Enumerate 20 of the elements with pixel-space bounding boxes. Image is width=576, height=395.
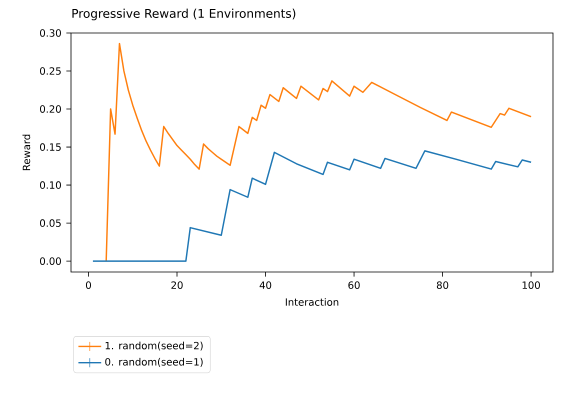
y-tick-label: 0.10 xyxy=(40,181,61,189)
x-tick-label: 100 xyxy=(522,281,540,289)
legend-label: 0. random(seed=1) xyxy=(105,358,203,367)
x-tick-label: 60 xyxy=(348,281,360,289)
line-series xyxy=(105,42,532,262)
y-tick-label: 0.15 xyxy=(40,143,61,151)
y-tick-label: 0.00 xyxy=(40,257,61,265)
y-axis-title: Reward xyxy=(22,134,30,170)
legend-label: 1. random(seed=2) xyxy=(106,342,203,351)
y-tick-label: 0.20 xyxy=(40,105,61,113)
chart-title: Progressive Reward (1 Environments) xyxy=(72,8,296,20)
y-tick-label: 0.05 xyxy=(40,219,61,227)
y-tick-label: 0.30 xyxy=(40,29,61,37)
x-tick-label: 0 xyxy=(86,281,91,289)
x-tick-label: 80 xyxy=(436,281,448,289)
x-tick-label: 20 xyxy=(171,281,183,289)
x-axis-title: Interaction xyxy=(286,298,338,306)
y-tick-label: 0.25 xyxy=(40,67,61,75)
line-series xyxy=(92,150,532,262)
x-tick-label: 40 xyxy=(260,281,272,289)
